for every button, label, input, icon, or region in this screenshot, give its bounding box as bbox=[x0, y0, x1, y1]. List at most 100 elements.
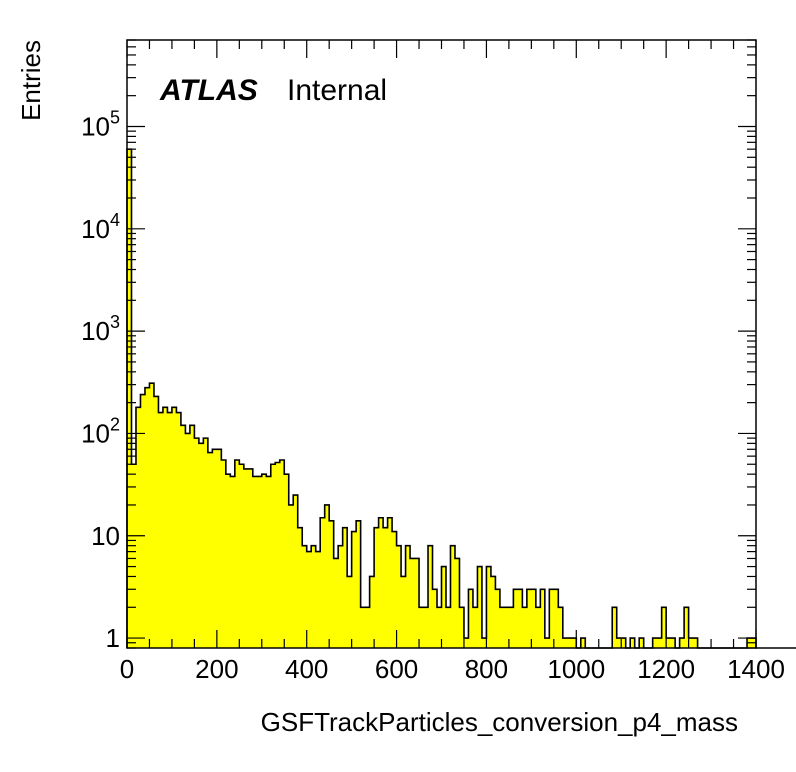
histogram-bin bbox=[261, 474, 267, 648]
histogram-bin bbox=[450, 545, 456, 648]
histogram-bin bbox=[522, 607, 528, 648]
histogram-bin bbox=[657, 638, 663, 648]
histogram-bin bbox=[144, 387, 150, 648]
histogram-bin bbox=[684, 607, 690, 648]
histogram-bin bbox=[499, 607, 505, 648]
histogram-bin bbox=[670, 638, 676, 648]
histogram-bin bbox=[423, 607, 429, 648]
histogram-bin bbox=[306, 551, 312, 648]
histogram-bin bbox=[437, 607, 442, 648]
y-tick-label: 1 bbox=[106, 623, 120, 653]
histogram-bin bbox=[356, 520, 362, 648]
histogram-bin bbox=[383, 527, 388, 648]
histogram-bin bbox=[387, 517, 393, 648]
y-tick-label: 10 bbox=[91, 521, 120, 551]
histogram-bin bbox=[630, 638, 636, 648]
histogram-bin bbox=[666, 638, 672, 648]
y-tick-label: 104 bbox=[81, 210, 120, 244]
internal-label: Internal bbox=[287, 74, 387, 107]
histogram-bin bbox=[311, 545, 317, 648]
histogram-bin bbox=[248, 468, 254, 648]
histogram-bin bbox=[257, 476, 263, 648]
histogram-bin bbox=[374, 527, 379, 648]
histogram-bin bbox=[441, 566, 447, 648]
histogram-bin bbox=[414, 558, 420, 648]
histogram-bin bbox=[351, 531, 357, 648]
histogram-bin bbox=[490, 576, 496, 648]
histogram-bin bbox=[558, 607, 564, 648]
histogram-bin bbox=[320, 517, 326, 648]
histogram-bin bbox=[266, 476, 272, 648]
histogram-bin bbox=[140, 394, 146, 648]
x-tick-label: 400 bbox=[285, 654, 328, 684]
histogram-bin bbox=[544, 638, 550, 648]
histogram-bin bbox=[189, 425, 195, 648]
histogram-bin bbox=[360, 607, 366, 648]
histogram-bin bbox=[540, 589, 546, 648]
histogram-bin bbox=[275, 462, 281, 648]
histogram-bin bbox=[526, 589, 532, 648]
histogram-bin bbox=[279, 460, 285, 648]
x-tick-label: 1400 bbox=[727, 654, 785, 684]
x-tick-label: 1200 bbox=[637, 654, 695, 684]
histogram-bin bbox=[203, 438, 209, 648]
histogram-bin bbox=[230, 476, 236, 648]
histogram-bin bbox=[131, 464, 137, 648]
histogram-bin bbox=[549, 589, 555, 648]
histogram-bin bbox=[567, 638, 573, 648]
histogram-bin bbox=[531, 589, 537, 648]
histogram-bin bbox=[405, 545, 411, 648]
plot-frame bbox=[126, 39, 757, 649]
histogram-bin bbox=[571, 638, 577, 648]
histogram-bin bbox=[162, 407, 168, 648]
histogram-bin bbox=[459, 607, 465, 648]
x-tick-label: 800 bbox=[465, 654, 508, 684]
histogram-bin bbox=[661, 607, 667, 648]
histogram-bin bbox=[284, 474, 290, 648]
histogram-bin bbox=[234, 460, 240, 648]
y-tick-label: 105 bbox=[81, 107, 120, 141]
histogram-bin bbox=[212, 449, 218, 648]
histogram-bin bbox=[517, 589, 523, 648]
histogram-bin bbox=[221, 460, 227, 648]
histogram-bin bbox=[225, 474, 231, 648]
histogram-bin bbox=[315, 551, 321, 648]
histogram-bin bbox=[252, 476, 258, 648]
x-tick-label: 600 bbox=[375, 654, 418, 684]
axis-ticks bbox=[126, 39, 757, 649]
histogram-bin bbox=[486, 566, 492, 648]
histogram-bin bbox=[135, 407, 141, 648]
x-tick-label: 1000 bbox=[547, 654, 605, 684]
histogram-bin bbox=[369, 576, 375, 648]
histogram-bin bbox=[180, 425, 186, 648]
histogram-bin bbox=[401, 576, 406, 648]
histogram-bin bbox=[293, 495, 299, 648]
histogram-bin bbox=[535, 607, 541, 648]
histogram-bin bbox=[185, 433, 191, 648]
histogram-bin bbox=[270, 464, 276, 648]
histogram-bin bbox=[688, 638, 694, 648]
histogram-bin bbox=[302, 545, 308, 648]
histogram-bin bbox=[396, 545, 402, 648]
histogram-bin bbox=[495, 589, 501, 648]
histogram-bin bbox=[342, 527, 348, 648]
histogram-bin bbox=[365, 607, 371, 648]
histogram-bin bbox=[333, 558, 339, 648]
histogram-bin bbox=[239, 464, 245, 648]
histogram-bin bbox=[616, 638, 622, 648]
histogram-bin bbox=[127, 149, 132, 648]
histogram-bin bbox=[153, 396, 159, 648]
histogram-bin bbox=[481, 638, 487, 648]
histogram-bin bbox=[176, 412, 182, 648]
histogram-bin bbox=[679, 638, 685, 648]
histogram-bin bbox=[639, 638, 645, 648]
histogram-bin bbox=[513, 589, 519, 648]
histogram-bin bbox=[324, 504, 330, 648]
y-axis-title: Entries bbox=[16, 40, 46, 121]
histogram-bin bbox=[198, 443, 204, 648]
histogram-bin bbox=[392, 531, 397, 648]
histogram-bin bbox=[167, 412, 173, 648]
histogram-bin bbox=[243, 468, 249, 648]
histogram-bin bbox=[288, 504, 294, 648]
